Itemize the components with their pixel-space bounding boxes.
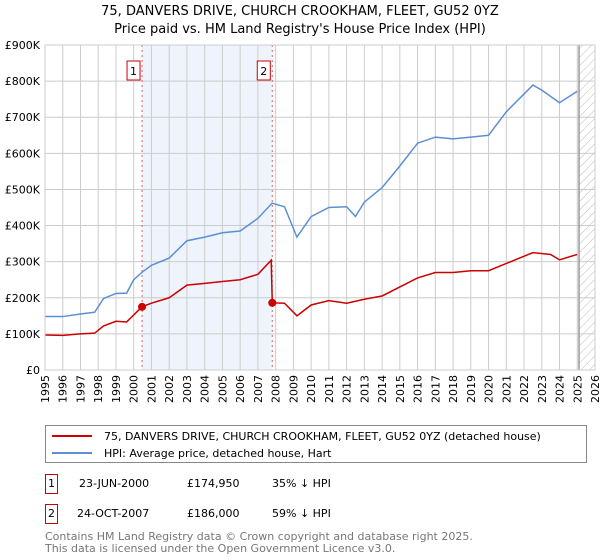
x-tick-label: 2017	[429, 375, 442, 403]
ownership-shading	[142, 45, 273, 370]
marker-badge: 2	[45, 504, 58, 524]
blue-line-swatch	[52, 452, 92, 454]
red-line-swatch	[52, 435, 92, 437]
sale-point	[138, 302, 147, 311]
x-tick-label: 2023	[536, 375, 549, 403]
x-tick-label: 2022	[518, 375, 531, 403]
x-tick-label: 1998	[92, 375, 105, 403]
forecast-hatch	[579, 45, 595, 370]
transaction-row: 1 23-JUN-2000 £174,950 35% ↓ HPI	[45, 474, 545, 494]
transaction-row: 2 24-OCT-2007 £186,000 59% ↓ HPI	[45, 504, 545, 524]
legend-item-hpi: HPI: Average price, detached house, Hart	[46, 445, 331, 461]
x-tick-label: 2014	[376, 375, 389, 403]
series-line	[44, 251, 578, 337]
sale-marker-label: 1	[130, 65, 137, 78]
x-tick-label: 2000	[128, 375, 141, 403]
y-tick-label: £900K	[5, 39, 41, 52]
attribution-line: Contains HM Land Registry data © Crown c…	[45, 530, 473, 543]
plot-frame	[44, 44, 596, 371]
y-tick-label: £100K	[5, 328, 41, 341]
x-tick-label: 2016	[412, 375, 425, 403]
chart-subtitle: Price paid vs. HM Land Registry's House …	[114, 22, 486, 37]
transaction-price: £186,000	[187, 507, 240, 520]
marker-badge: 1	[45, 474, 58, 494]
sale-marker-box	[126, 60, 141, 81]
sale-point	[268, 298, 277, 307]
legend-label: HPI: Average price, detached house, Hart	[104, 446, 332, 460]
x-tick-label: 2006	[234, 375, 247, 403]
x-tick-label: 2013	[358, 375, 371, 403]
sale-marker-label: 2	[260, 65, 267, 78]
x-tick-label: 2019	[465, 375, 478, 403]
attribution: Contains HM Land Registry data © Crown c…	[45, 531, 473, 555]
y-tick-label: £800K	[5, 75, 41, 88]
x-tick-label: 2025	[571, 375, 584, 403]
x-tick-label: 2010	[305, 375, 318, 403]
transaction-date: 24-OCT-2007	[77, 507, 150, 520]
x-tick-label: 1999	[110, 375, 123, 403]
chart-title: 75, DANVERS DRIVE, CHURCH CROOKHAM, FLEE…	[101, 4, 499, 19]
x-tick-label: 2015	[394, 375, 407, 403]
x-tick-label: 2018	[447, 375, 460, 403]
sale-marker-box	[256, 60, 271, 81]
series-line	[45, 84, 578, 318]
x-tick-label: 2001	[145, 375, 158, 403]
x-tick-label: 2011	[323, 375, 336, 403]
x-tick-label: 2021	[500, 375, 513, 403]
y-tick-label: £600K	[5, 147, 41, 160]
x-tick-label: 2026	[589, 375, 600, 403]
x-tick-label: 1996	[57, 375, 70, 403]
transaction-hpi-diff: 59% ↓ HPI	[272, 507, 331, 520]
x-tick-label: 1997	[74, 375, 87, 403]
x-tick-label: 2002	[163, 375, 176, 403]
x-tick-label: 2003	[181, 375, 194, 403]
x-tick-label: 2024	[554, 375, 567, 403]
x-tick-label: 2012	[341, 375, 354, 403]
legend-label: 75, DANVERS DRIVE, CHURCH CROOKHAM, FLEE…	[104, 429, 541, 443]
legend: 75, DANVERS DRIVE, CHURCH CROOKHAM, FLEE…	[45, 425, 587, 463]
transaction-price: £174,950	[187, 477, 240, 490]
x-tick-label: 2009	[287, 375, 300, 403]
x-tick-label: 2007	[252, 375, 265, 403]
y-tick-label: £0	[26, 364, 40, 377]
x-tick-label: 2005	[216, 375, 229, 403]
x-tick-label: 2004	[199, 375, 212, 403]
y-tick-label: £400K	[5, 220, 41, 233]
y-tick-label: £200K	[5, 292, 41, 305]
price-chart: 1995 1996 1997 1998 1999 2000 2001 2002 2003 2004…	[5, 39, 600, 403]
x-tick-label: 2008	[270, 375, 283, 403]
license-line: This data is licensed under the Open Gov…	[45, 542, 396, 555]
transaction-hpi-diff: 35% ↓ HPI	[272, 477, 331, 490]
y-tick-label: £700K	[5, 111, 41, 124]
y-tick-label: £300K	[5, 256, 41, 269]
y-tick-label: £500K	[5, 183, 41, 196]
transaction-date: 23-JUN-2000	[79, 477, 150, 490]
legend-item-property: 75, DANVERS DRIVE, CHURCH CROOKHAM, FLEE…	[46, 428, 541, 444]
x-tick-label: 2020	[483, 375, 496, 403]
x-tick-label: 1995	[39, 375, 52, 403]
